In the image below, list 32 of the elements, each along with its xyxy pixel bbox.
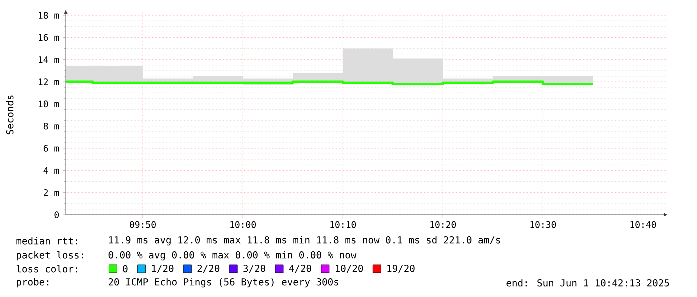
legend-label: 3/20 [244,264,266,274]
legend-label: 2/20 [198,264,220,274]
legend-title: loss color: [16,265,78,273]
y-tick-label: 6 m [44,145,60,152]
legend-label: 1/20 [152,264,174,274]
text: 0.00 % avg 0.00 % max 0.00 % min 0.00 % now [108,251,357,261]
y-tick-label: 2 m [44,189,60,196]
text: median rtt: [16,237,78,245]
y-tick-label: 16 m [39,34,60,42]
legend-label: 10/20 [336,264,364,274]
legend-label: 0 [123,265,128,273]
text: packet loss: [17,251,84,261]
y-axis-title: Seconds [6,96,14,135]
x-tick-label: 10:00 [230,221,256,228]
text: probe: [17,278,49,288]
y-tick-label: 4 m [44,167,60,174]
text: 11.9 ms avg 12.0 ms max 11.8 ms min 11.8 ms now 0.1 ms sd 221.0 am/s [109,236,500,246]
x-tick-label: 09:50 [130,221,156,228]
x-tick-label: 10:20 [430,221,456,228]
legend-label: 4/20 [289,264,312,274]
text: 20 ICMP Echo Pings (56 Bytes) every 300s [108,278,338,288]
y-tick-label: 14 m [39,56,60,64]
x-tick-label: 10:40 [630,221,656,228]
y-tick-label: 18 m [39,12,60,19]
x-tick-label: 10:30 [530,221,556,228]
y-tick-label: 8 m [44,122,60,130]
y-tick-label: 12 m [39,78,60,86]
legend-label: 19/20 [388,264,415,274]
text: end: Sun Jun 1 10:42:13 2025 [506,279,670,287]
x-tick-label: 10:10 [330,221,356,228]
y-tick-label: 10 m [39,100,60,108]
y-tick-label: 0 [54,212,60,218]
